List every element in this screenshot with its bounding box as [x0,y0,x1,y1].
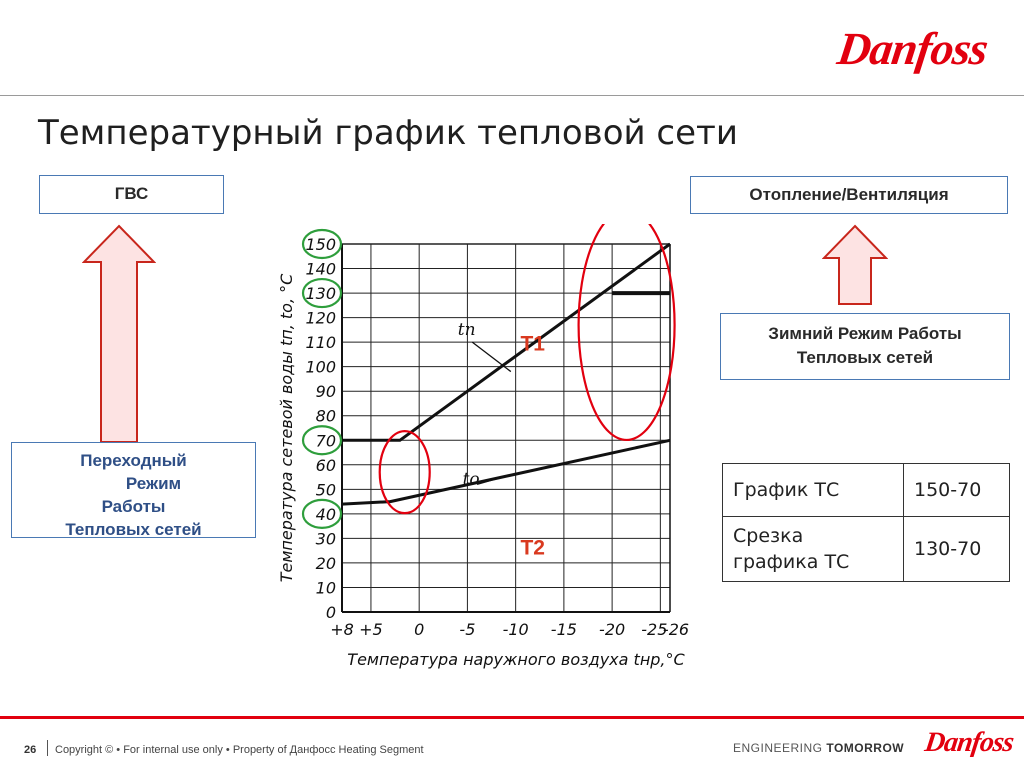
y-tick-label: 60 [316,456,336,475]
y-tick-label: 110 [305,333,336,352]
y-tick-label: 30 [316,529,336,548]
y-tick-label: 50 [316,480,336,499]
footer-separator [47,740,48,756]
table-cell-value: 130-70 [903,516,1010,582]
y-tick-label: 70 [316,431,336,450]
gvs-box: ГВС [39,175,224,214]
page-number: 26 [24,744,37,756]
y-tick-label: 90 [316,382,336,401]
transition-line-1: Переходный [80,451,187,470]
y-tick-label: 80 [316,407,336,426]
table-cell-label: График ТС [722,463,904,517]
chart-svg: 0 10 20 30 40 50 60 70 80 90 100 110 120 130 140 150 +8 +… [277,224,689,669]
y-tick-label: 120 [305,309,336,328]
x-tick-label: -26 [663,620,689,639]
page-title: Температурный график тепловой сети [38,113,738,153]
series-leader-line [476,473,512,486]
y-axis-title: Температура сетевой воды tп, tо, °C [277,273,296,582]
header-divider [0,95,1024,96]
heating-ventilation-box: Отопление/Вентиляция [690,176,1008,214]
schedule-table: График ТС 150-70 Срезка графика ТС 130-7… [722,463,1010,582]
annotation-label: Т1 [520,333,545,356]
copyright-text: Copyright © • For internal use only • Pr… [55,744,424,756]
winter-line-1: Зимний Режим Работы [768,324,962,343]
highlight-circle [301,425,343,456]
y-tick-label: 100 [305,358,336,377]
temperature-chart: 0 10 20 30 40 50 60 70 80 90 100 110 120 130 140 150 +8 +… [266,224,712,686]
y-tick-label: 0 [326,603,336,622]
x-tick-label: -10 [503,620,529,639]
annotation-label: Т2 [520,536,545,559]
y-tick-label: 140 [305,260,336,279]
transition-line-4: Тепловых сетей [65,520,202,539]
series-line [341,438,671,506]
footer [0,719,1024,768]
highlight-circle [301,498,343,529]
danfoss-logo-footer: Danfoss [922,727,1016,758]
transition-mode-box: Переходный Режим Работы Тепловых сетей [11,442,256,539]
series-label: tп [458,320,476,340]
tagline-bold: TOMORROW [826,741,905,755]
winter-region-ellipse [577,224,676,442]
up-arrow-right-icon [822,224,888,305]
winter-mode-box: Зимний Режим Работы Тепловых сетей [720,313,1010,380]
table-cell-value: 150-70 [903,463,1010,517]
highlight-circle [301,228,343,260]
x-tick-label: -20 [599,620,625,639]
x-axis-title: Температура наружного воздуха tнр,°C [347,650,685,669]
y-tick-label: 20 [316,554,336,573]
transition-line-2: Режим [125,474,182,493]
engineering-tomorrow-tagline: ENGINEERING TOMORROW [733,741,904,755]
x-tick-label: +8 [330,620,354,639]
x-tick-label: -5 [459,620,475,639]
y-tick-label: 150 [305,235,336,254]
tagline-light: ENGINEERING [733,741,823,755]
highlight-circle [301,277,343,309]
transition-line-3: Работы [101,497,166,516]
y-tick-label: 130 [305,284,336,303]
transition-region-ellipse [378,430,431,515]
x-tick-label: -25 [641,620,667,639]
y-tick-label: 40 [316,505,336,524]
winter-line-2: Тепловых сетей [796,348,934,367]
y-tick-label: 10 [316,578,336,597]
x-tick-label: 0 [414,620,424,639]
x-tick-label: -15 [551,620,577,639]
table-row: Срезка графика ТС 130-70 [722,516,1010,582]
danfoss-logo: Danfoss [834,23,991,74]
footer-divider [0,716,1024,719]
table-row: График ТС 150-70 [722,463,1010,517]
table-cell-label: Срезка графика ТС [722,516,904,582]
up-arrow-left-icon [82,224,156,443]
series-label: tо [463,469,480,489]
x-tick-label: +5 [359,620,383,639]
series-leader-line [471,341,512,373]
